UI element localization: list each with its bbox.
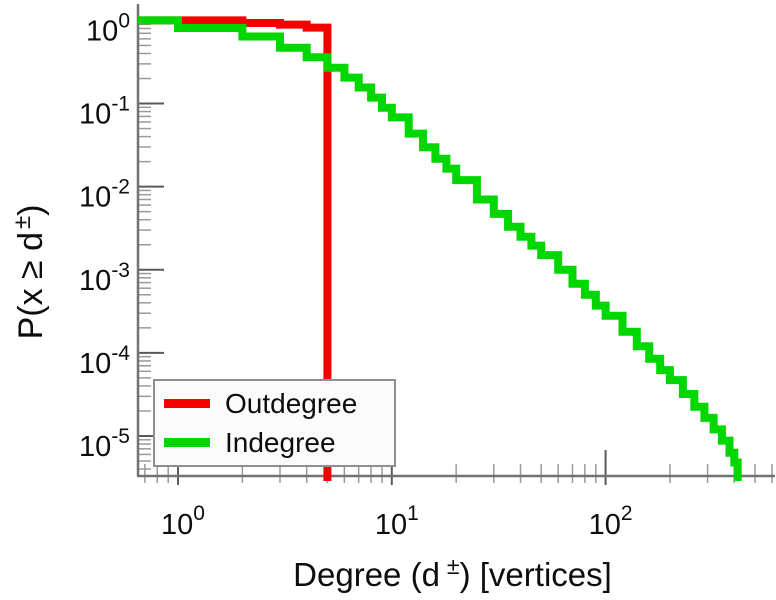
y-axis-label-text: P(x ≥ d [12, 231, 51, 340]
x-axis-label: Degree (d ±) [vertices] [130, 553, 775, 594]
y-tick-label-10e-5: 10-5 [79, 425, 130, 463]
legend-label-indegree: Indegree [225, 426, 336, 458]
y-tick-label-10e-1: 10-1 [79, 93, 130, 131]
legend-item-outdegree: Outdegree [164, 387, 394, 419]
y-axis-label: P(x ≥ d ±) [9, 205, 51, 340]
x-tick-label-10e1: 101 [375, 502, 419, 541]
y-axis-label-close: ) [12, 204, 51, 216]
legend-label-outdegree: Outdegree [225, 387, 358, 419]
legend-box: Outdegree Indegree [153, 379, 396, 467]
indegree-line-swatch [164, 438, 210, 447]
legend-item-indegree: Indegree [164, 426, 394, 458]
x-axis-label-text: Degree (d [293, 556, 440, 593]
y-tick-label-10e-2: 10-2 [79, 176, 130, 214]
axis-ticks [138, 19, 773, 485]
outdegree-line-swatch [164, 399, 210, 408]
data-curves [138, 16, 742, 481]
outdegree-curve [138, 16, 332, 481]
x-axis-label-superscript: ± [446, 553, 460, 579]
x-tick-label-10e0: 100 [161, 502, 205, 541]
y-axis-label-superscript: ± [8, 215, 36, 229]
axis-lines [136, 4, 775, 478]
x-axis-label-close: ) [vertices] [459, 556, 612, 593]
y-tick-label-10e-4: 10-4 [79, 342, 130, 380]
indegree-curve [138, 16, 742, 481]
y-tick-label-10e-3: 10-3 [79, 259, 130, 297]
x-tick-label-10e2: 102 [589, 502, 633, 541]
y-tick-label-10e0: 100 [86, 9, 130, 47]
